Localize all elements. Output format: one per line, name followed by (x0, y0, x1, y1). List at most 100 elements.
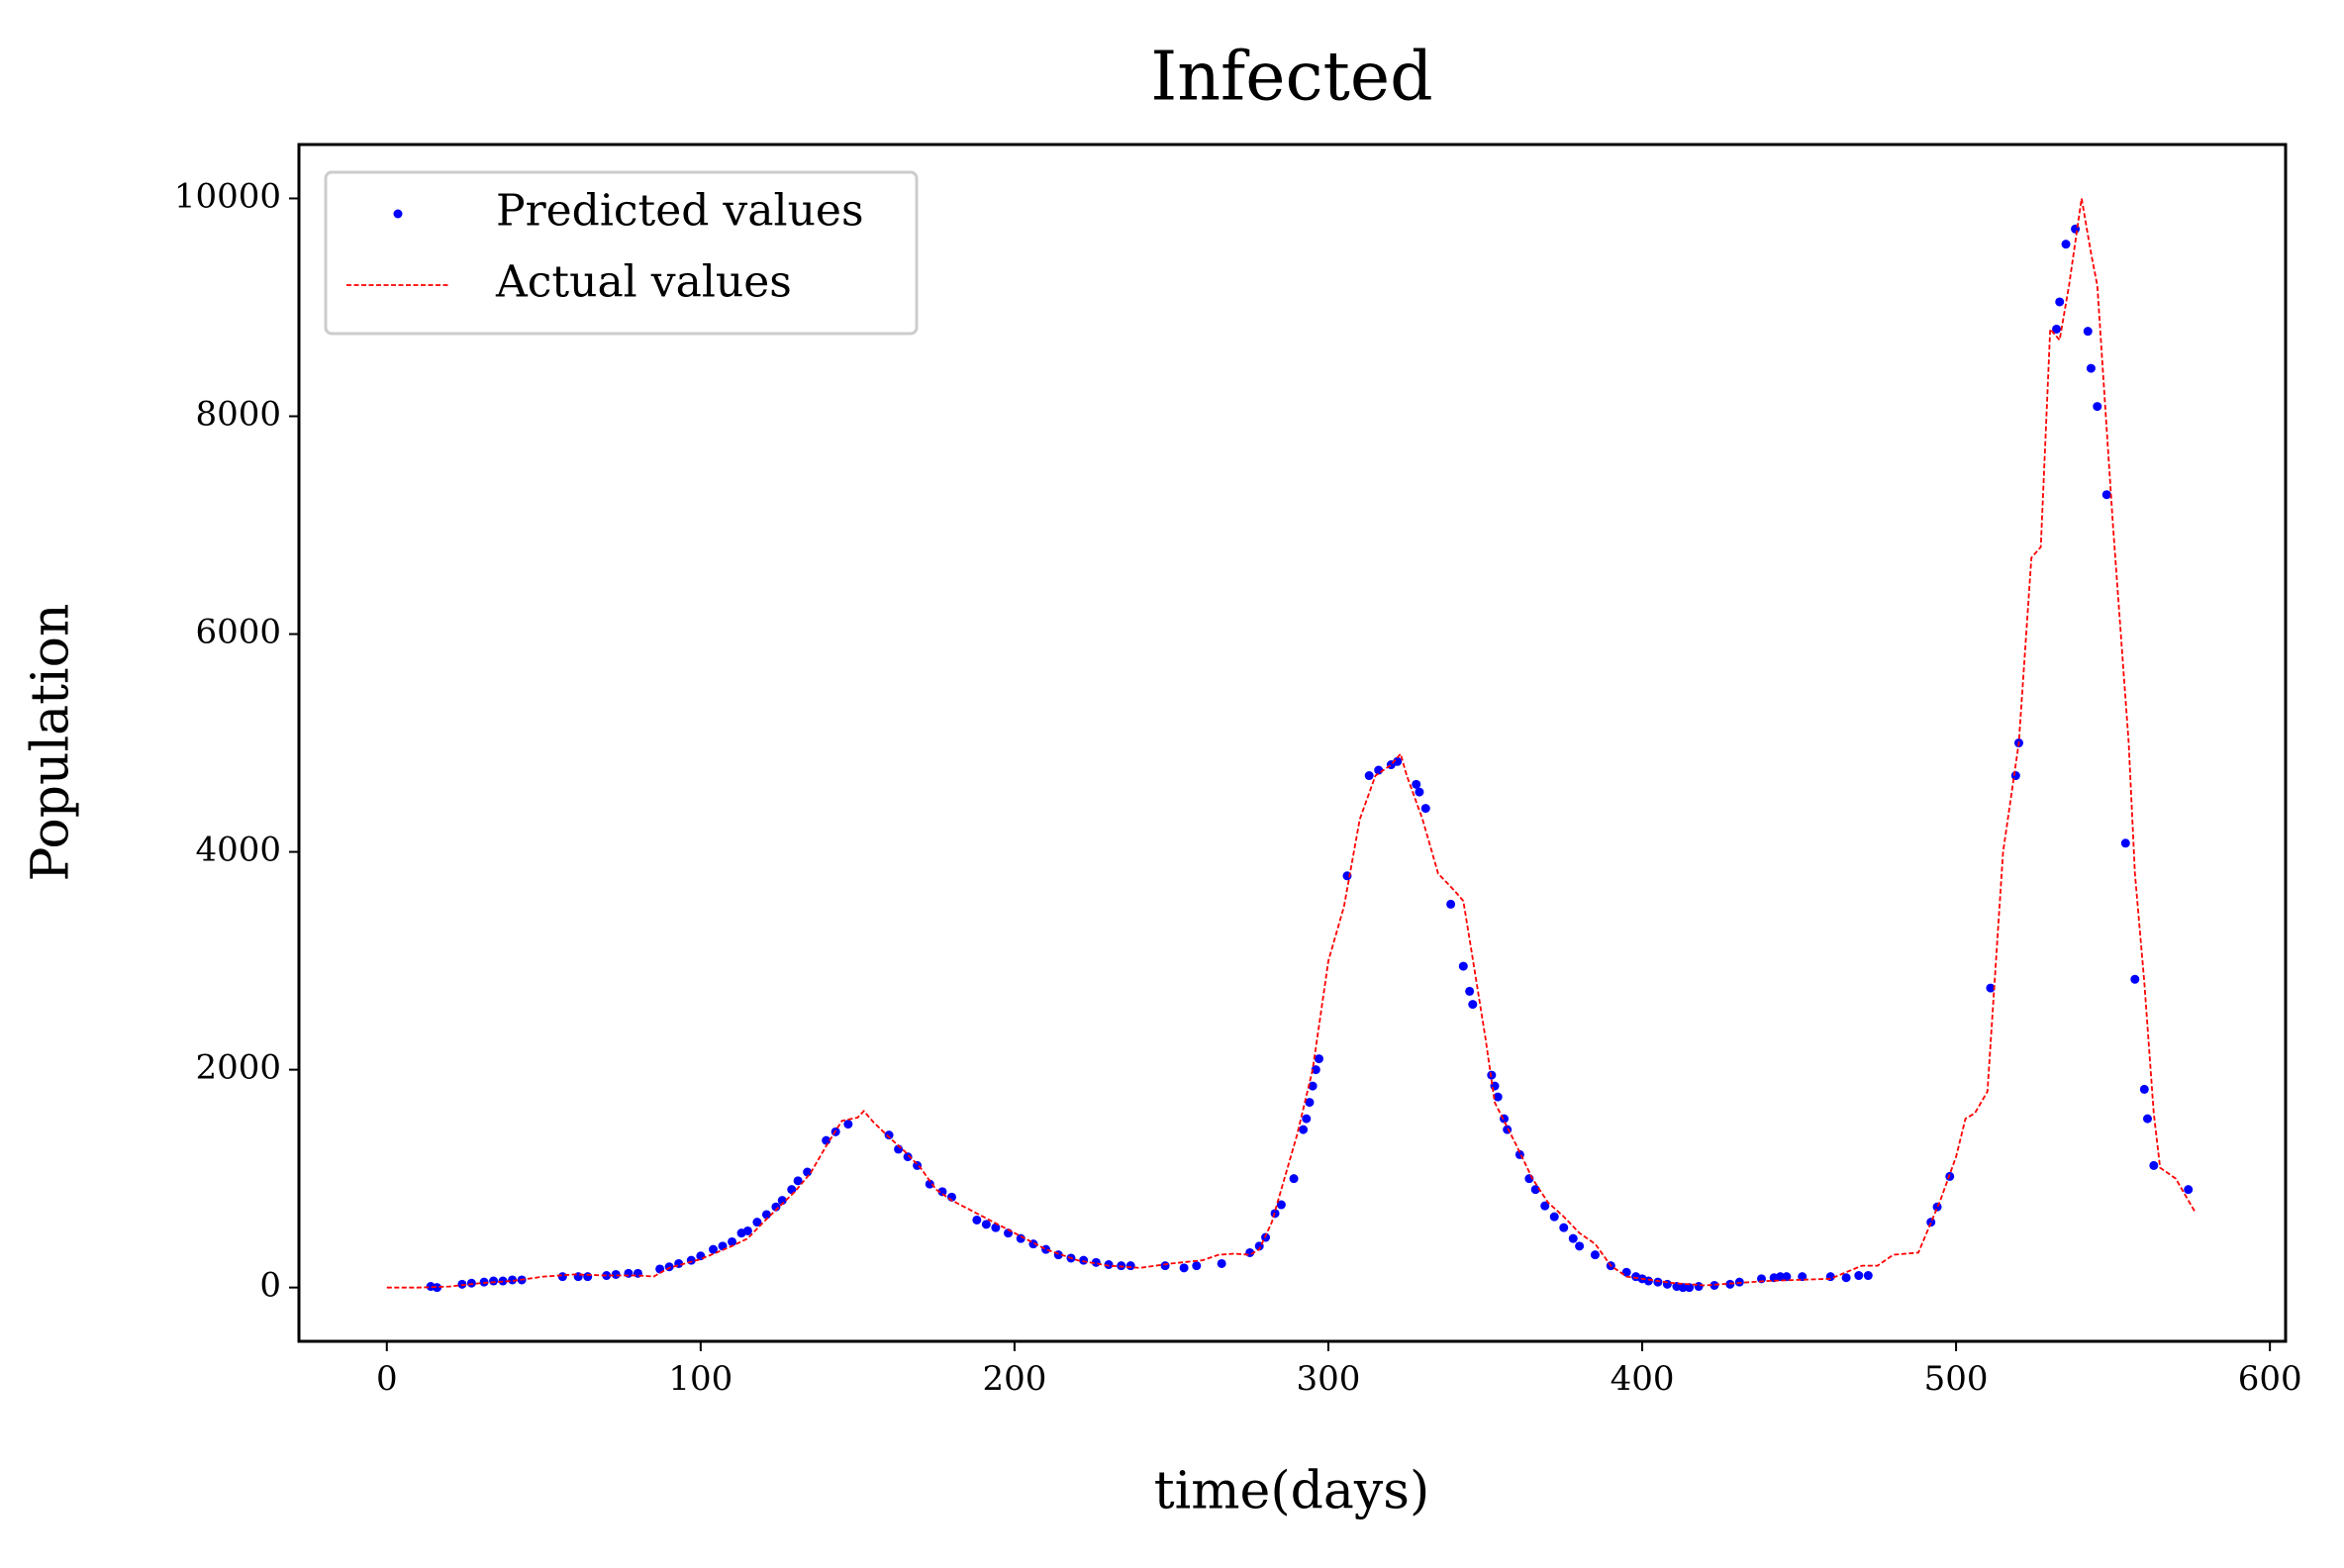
x-tick-label: 200 (982, 1359, 1046, 1399)
predicted-point (1420, 804, 1430, 814)
predicted-point (1986, 983, 1996, 993)
predicted-point (1160, 1261, 1170, 1271)
predicted-point (761, 1210, 771, 1220)
predicted-point (1782, 1272, 1792, 1282)
predicted-point (822, 1135, 831, 1145)
legend-label: Actual values (495, 257, 792, 308)
predicted-point (1854, 1271, 1864, 1281)
predicted-point (1079, 1255, 1089, 1265)
x-axis-label: time(days) (1154, 1462, 1430, 1521)
predicted-point (1926, 1218, 1936, 1227)
x-tick-label: 400 (1611, 1359, 1675, 1399)
predicted-point (771, 1202, 781, 1212)
legend-label: Predicted values (496, 186, 864, 237)
predicted-point (1305, 1098, 1315, 1108)
predicted-point (1179, 1263, 1189, 1273)
legend-marker (393, 209, 403, 219)
predicted-point (2184, 1185, 2194, 1195)
predicted-point (1590, 1250, 1600, 1260)
predicted-point (1559, 1223, 1569, 1232)
predicted-point (2061, 240, 2071, 249)
predicted-point (1041, 1244, 1051, 1254)
x-tick-label: 600 (2238, 1359, 2302, 1399)
predicted-point (1446, 899, 1456, 909)
predicted-point (696, 1251, 706, 1261)
predicted-point (803, 1167, 813, 1177)
predicted-point (742, 1225, 752, 1235)
predicted-point (709, 1244, 719, 1254)
predicted-point (1549, 1212, 1559, 1222)
predicted-point (1575, 1241, 1585, 1251)
predicted-point (573, 1272, 583, 1282)
predicted-point (624, 1268, 634, 1278)
predicted-point (793, 1176, 803, 1186)
predicted-point (1643, 1276, 1653, 1286)
predicted-point (611, 1269, 621, 1279)
predicted-point (1302, 1114, 1312, 1124)
predicted-point (884, 1130, 894, 1140)
y-tick-label: 2000 (195, 1048, 281, 1088)
predicted-point (2052, 324, 2062, 334)
predicted-point (1530, 1185, 1540, 1195)
predicted-point (1192, 1261, 1202, 1271)
predicted-point (2101, 490, 2111, 500)
predicted-point (1678, 1283, 1688, 1293)
predicted-point (508, 1275, 518, 1285)
predicted-point (2130, 974, 2140, 984)
predicted-point (1412, 779, 1421, 789)
predicted-point (843, 1120, 853, 1129)
predicted-point (1540, 1201, 1550, 1211)
predicted-point (583, 1272, 593, 1282)
predicted-point (1685, 1283, 1695, 1293)
predicted-point (1458, 961, 1468, 971)
predicted-point (1709, 1280, 1719, 1290)
predicted-point (1104, 1260, 1114, 1270)
actual-line (386, 198, 2196, 1289)
predicted-point (1493, 1092, 1503, 1102)
predicted-point (2142, 1114, 2152, 1124)
predicted-point (1694, 1282, 1704, 1292)
predicted-point (1568, 1233, 1578, 1243)
plot-frame (297, 143, 2288, 1343)
predicted-point (1276, 1200, 1286, 1210)
predicted-point (728, 1236, 737, 1246)
predicted-point (981, 1220, 991, 1229)
predicted-point (1308, 1081, 1318, 1091)
legend-box (324, 170, 919, 336)
predicted-point (2083, 327, 2093, 337)
y-tick-label: 4000 (195, 831, 281, 870)
predicted-point (1415, 787, 1424, 797)
predicted-point (433, 1283, 442, 1293)
predicted-point (602, 1271, 612, 1281)
predicted-point (1311, 1065, 1320, 1075)
x-tick-label: 500 (1924, 1359, 1989, 1399)
predicted-point (1289, 1174, 1299, 1184)
predicted-point (1653, 1277, 1663, 1287)
predicted-point (1776, 1272, 1786, 1282)
predicted-point (1863, 1271, 1873, 1281)
predicted-point (1125, 1261, 1135, 1271)
predicted-point (1016, 1233, 1026, 1243)
predicted-point (1393, 756, 1403, 766)
predicted-point (1217, 1258, 1226, 1268)
predicted-point (1503, 1125, 1513, 1134)
predicted-point (777, 1196, 787, 1206)
chart-title: Infected (1150, 39, 1432, 117)
y-tick-label: 8000 (195, 394, 281, 434)
predicted-point (1374, 765, 1384, 775)
predicted-point (752, 1218, 762, 1227)
predicted-point (1465, 986, 1475, 996)
y-tick-label: 6000 (195, 613, 281, 652)
x-tick-label: 300 (1297, 1359, 1361, 1399)
predicted-point (489, 1276, 499, 1286)
predicted-point (2149, 1160, 2159, 1170)
predicted-point (991, 1223, 1001, 1232)
x-tick-label: 100 (668, 1359, 732, 1399)
predicted-point (1314, 1054, 1323, 1064)
predicted-point (1841, 1273, 1851, 1283)
predicted-point (2093, 402, 2102, 412)
predicted-point (2139, 1084, 2149, 1094)
predicted-point (2120, 838, 2130, 848)
predicted-point (2010, 771, 2020, 781)
